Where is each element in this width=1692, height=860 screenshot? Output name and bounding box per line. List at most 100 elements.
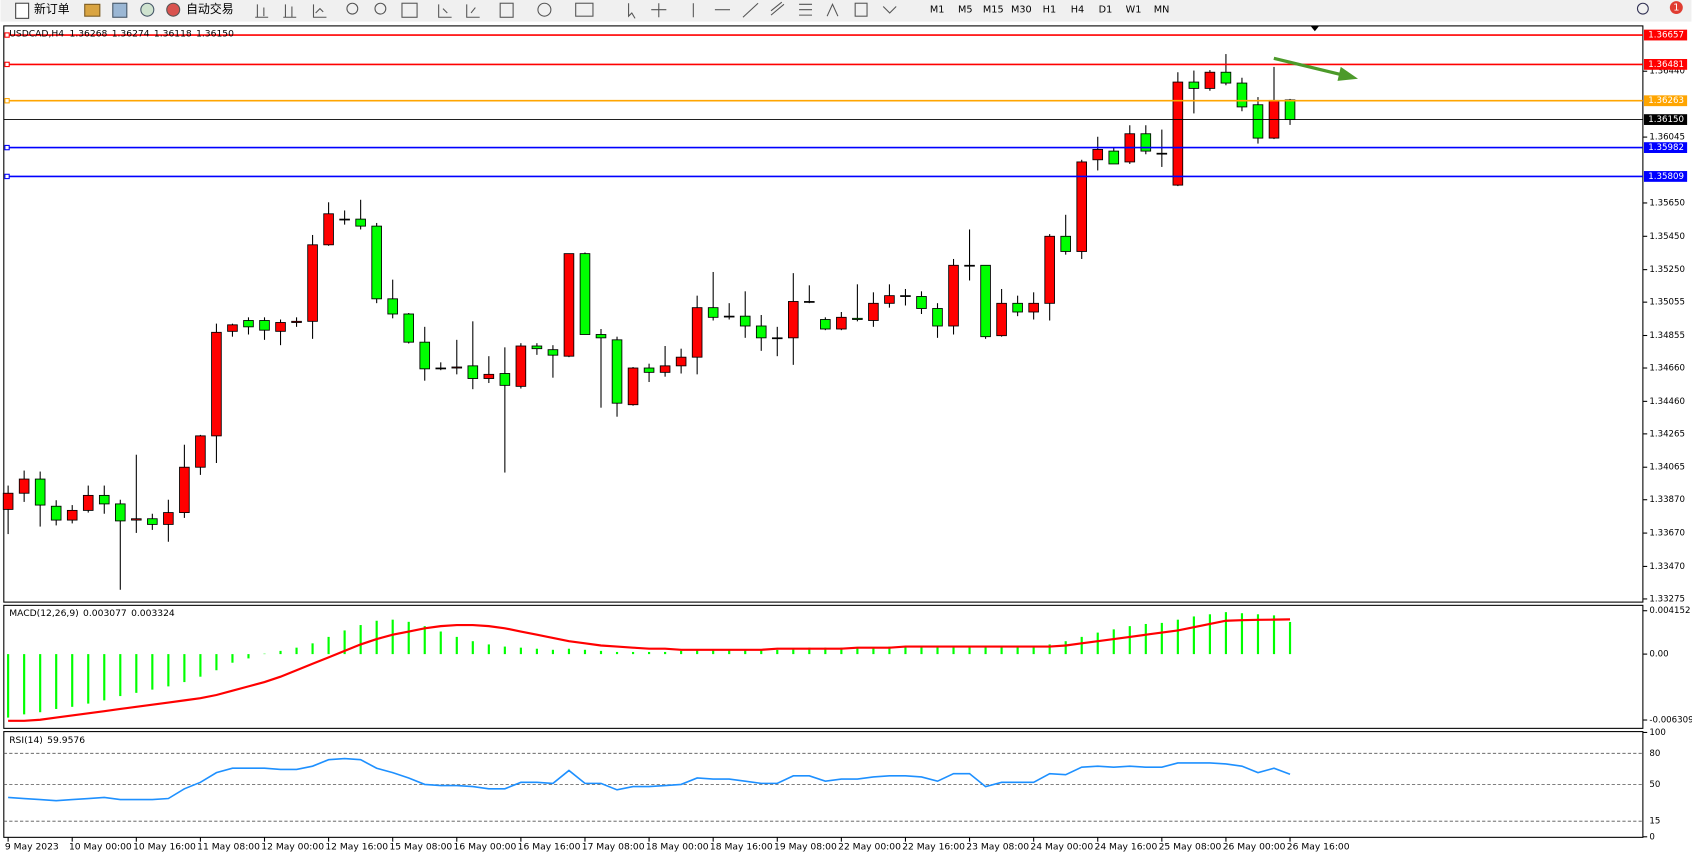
candle-body <box>707 307 719 318</box>
periods-icon[interactable] <box>537 2 552 17</box>
x-tick-label: 25 May 08:00 <box>1159 842 1222 853</box>
channel-icon[interactable] <box>770 1 785 16</box>
candle-body <box>403 313 415 343</box>
candle-body <box>163 512 174 525</box>
zoom-out-icon[interactable] <box>374 2 387 15</box>
candle-body <box>531 345 543 350</box>
price-level-handle[interactable] <box>4 61 10 68</box>
x-tick-label: 23 May 08:00 <box>966 842 1029 853</box>
x-tick-label: 12 May 00:00 <box>261 842 324 853</box>
label-icon[interactable] <box>854 2 868 17</box>
timeframe-button[interactable]: M30 <box>1011 5 1032 16</box>
auto-trading-icon[interactable] <box>166 2 181 17</box>
candle-body <box>611 339 623 404</box>
candle-body <box>147 518 158 525</box>
price-level-box <box>1643 171 1688 182</box>
candle-body <box>1140 133 1152 152</box>
x-tick-label: 22 May 16:00 <box>902 842 965 853</box>
new-order-button[interactable]: 新订单 <box>34 2 70 16</box>
rsi-line <box>8 757 1291 802</box>
notification-badge[interactable] <box>1669 1 1683 15</box>
y-tick-label: -0.006309 <box>1649 716 1692 726</box>
low-price: 1.36118 <box>154 28 192 39</box>
x-tick-label: 26 May 00:00 <box>1223 842 1286 853</box>
y-tick-label: 1.33275 <box>1649 594 1685 604</box>
symbol: USDCAD,H4 <box>9 28 64 39</box>
tool-icon[interactable] <box>112 2 128 18</box>
zoom-in-icon[interactable] <box>346 2 359 15</box>
search-icon[interactable] <box>1636 2 1649 15</box>
candle-body <box>1284 99 1296 121</box>
trendline-icon[interactable] <box>742 2 759 18</box>
text-icon[interactable] <box>826 3 839 17</box>
price-level-label: 1.36481 <box>1648 60 1684 70</box>
tool-icon[interactable] <box>84 3 101 17</box>
candle-body <box>98 494 110 505</box>
tool-icon[interactable] <box>466 4 480 18</box>
y-tick-label: 1.35650 <box>1649 198 1685 208</box>
timeframe-button[interactable]: D1 <box>1099 5 1113 16</box>
arrows-icon[interactable] <box>882 6 897 14</box>
candle-body <box>1188 81 1200 89</box>
timeframe-button[interactable]: M1 <box>930 5 945 16</box>
y-tick-label: 1.36440 <box>1649 67 1685 77</box>
y-tick-label: 1.36045 <box>1649 133 1685 143</box>
candle-body <box>964 264 975 267</box>
arrow-line <box>1273 56 1346 78</box>
y-tick-label: 1.33870 <box>1649 495 1685 505</box>
y-tick-label: 1.34660 <box>1649 364 1685 374</box>
price-level-handle[interactable] <box>4 98 10 104</box>
price-level-box <box>1643 29 1688 41</box>
tool-icon[interactable] <box>283 4 297 18</box>
tool-icon[interactable] <box>255 4 269 18</box>
candle-body <box>18 478 30 494</box>
x-tick-label: 17 May 08:00 <box>582 842 645 853</box>
auto-trading-button[interactable]: 自动交易 <box>186 2 233 16</box>
candle-body <box>451 366 463 369</box>
timeframe-button[interactable]: W1 <box>1126 5 1142 16</box>
time-axis: 9 May 2023 10 May 00:00 10 May 16:00 11 May… <box>5 837 1350 853</box>
timeframe-button[interactable]: MN <box>1154 5 1170 16</box>
rsi-value: 59.9576 <box>47 735 85 746</box>
fibo-icon[interactable] <box>799 3 813 16</box>
candle-body <box>50 505 62 521</box>
annotation-arrow <box>1273 56 1359 81</box>
y-tick-label: 50 <box>1649 780 1660 790</box>
tool-icon[interactable] <box>438 4 452 18</box>
candle-body <box>1236 82 1248 108</box>
crosshair-icon[interactable] <box>651 3 667 18</box>
cursor-icon[interactable] <box>628 3 636 19</box>
y-tick-label: 1.34265 <box>1649 429 1685 439</box>
timeframe-button[interactable]: M5 <box>958 5 973 16</box>
timeframe-button[interactable]: M15 <box>983 5 1004 16</box>
candle-body <box>804 301 815 303</box>
timeframe-button[interactable]: H4 <box>1071 5 1084 16</box>
current-price-label: 1.36150 <box>1648 115 1684 125</box>
indicators-icon[interactable] <box>499 2 514 18</box>
candle-body <box>547 349 559 356</box>
price-panel <box>3 25 1644 603</box>
y-tick-label: 0 <box>1649 832 1654 842</box>
y-tick-label: 15 <box>1649 817 1660 827</box>
candle-body <box>227 324 238 332</box>
price-level-handle[interactable] <box>4 144 10 151</box>
timeframe-button[interactable]: H1 <box>1043 5 1056 16</box>
candle-body <box>243 320 254 328</box>
new-order-icon[interactable] <box>15 2 30 19</box>
y-tick-label: 1.34460 <box>1649 397 1685 407</box>
price-chart: 1.36440 1.36045 1.35650 1.35450 1.35250 1.350… <box>2 29 1688 604</box>
tile-icon[interactable] <box>401 2 418 18</box>
y-tick-label: 1.34855 <box>1649 331 1685 341</box>
templates-icon[interactable] <box>575 2 594 17</box>
price-level-handle[interactable] <box>4 173 10 180</box>
y-tick-label: 1.35250 <box>1649 265 1685 275</box>
candle-body <box>2 492 14 510</box>
candle-body <box>1012 302 1023 313</box>
tool-icon[interactable] <box>140 2 155 17</box>
price-level-handle[interactable] <box>4 32 10 38</box>
tool-icon[interactable] <box>312 4 327 18</box>
x-tick-label: 10 May 16:00 <box>133 842 196 853</box>
candle-body <box>1204 71 1216 89</box>
candle-body <box>659 365 671 373</box>
